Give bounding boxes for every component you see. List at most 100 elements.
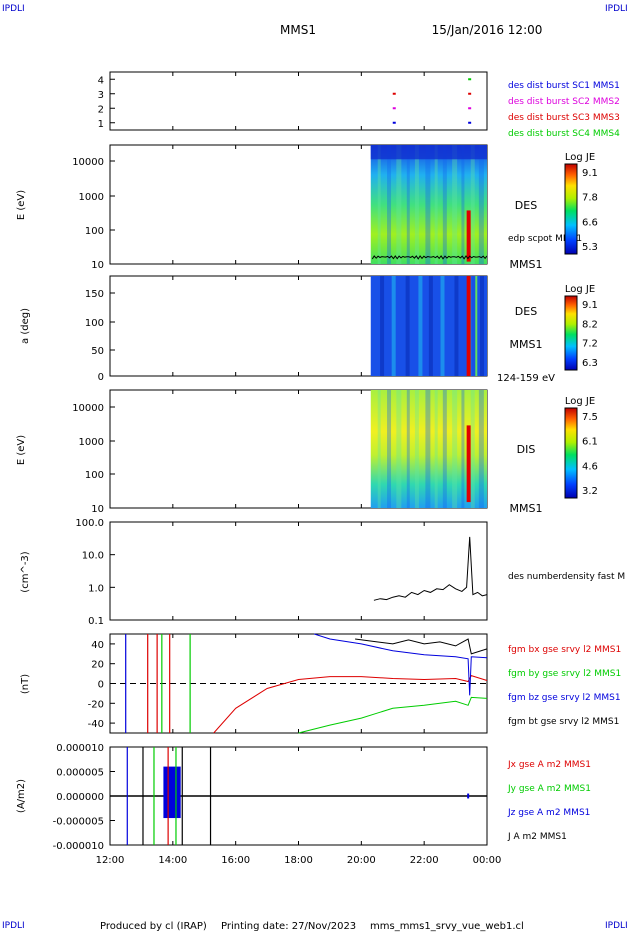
dis-energy-streak	[452, 390, 458, 508]
corner-label-bottom-left: IPDLI	[2, 921, 25, 931]
current-legend: J A m2 MMS1	[507, 832, 567, 842]
des-pitch-streak	[440, 276, 445, 376]
x-tick-label: 14:00	[158, 855, 187, 866]
dis-energy-y-tick-label: 10000	[72, 403, 104, 414]
dis-energy-colorbar-title: Log JE	[565, 396, 595, 407]
des-energy-colorbar-tick: 9.1	[582, 168, 598, 179]
des-pitch-colorbar-tick: 9.1	[582, 300, 598, 311]
mission-title: MMS1	[280, 23, 316, 37]
des-pitch-colorbar	[564, 295, 578, 371]
des-energy-streak	[377, 145, 381, 264]
dis-energy-streak	[414, 390, 419, 508]
des-energy-colorbar-tick: 6.6	[582, 217, 598, 228]
des-pitch-streak	[418, 276, 423, 376]
burst-marker	[392, 121, 396, 124]
burst-y-tick-label: 2	[98, 104, 104, 115]
dis-energy-streak	[434, 390, 438, 508]
bfield-y-tick-label: 20	[91, 660, 104, 671]
des-pitch-streak	[454, 276, 459, 376]
des-pitch-streak	[391, 276, 396, 376]
des-energy-streak	[461, 145, 465, 264]
des-energy-colorbar-tick: 7.8	[582, 193, 598, 204]
bfield-y-tick-label: -20	[88, 699, 104, 710]
burst-marker	[468, 107, 472, 110]
dis-energy-streak	[406, 390, 410, 508]
dis-energy-colorbar-tick: 3.2	[582, 486, 598, 497]
x-tick-label: 22:00	[410, 855, 439, 866]
current-y-tick-label: 0.000005	[56, 768, 104, 779]
dis-energy-colorbar-tick: 7.5	[582, 412, 598, 423]
x-tick-label: 00:00	[473, 855, 502, 866]
des-pitch-colorbar-tick: 8.2	[582, 319, 598, 330]
density-panel-frame	[109, 521, 488, 621]
burst-legend-2: des dist burst SC2 MMS2	[508, 97, 620, 107]
density-y-label: (cm^-3)	[20, 551, 31, 592]
dis-energy-streak	[396, 390, 402, 508]
dis-energy-station: MMS1	[510, 502, 543, 515]
des-energy-y-tick-label: 10	[91, 260, 104, 271]
burst-marker	[468, 92, 472, 95]
x-tick-label: 12:00	[96, 855, 125, 866]
des-energy-streak	[387, 145, 392, 264]
dis-energy-y-tick-label: 1000	[79, 437, 104, 448]
des-energy-label: DES	[515, 199, 537, 212]
des-energy-y-tick-label: 1000	[79, 192, 104, 203]
dis-energy-streak	[470, 390, 475, 508]
dis-energy-colorbar-tick: 4.6	[582, 461, 598, 472]
current-y-tick-label: 0.000000	[56, 792, 104, 803]
burst-legend-3: des dist burst SC3 MMS3	[508, 113, 620, 123]
des-energy-band	[370, 145, 487, 160]
current-activity-block	[163, 766, 181, 819]
dis-energy-streak	[442, 390, 447, 508]
density-legend: des numberdensity fast M	[508, 572, 625, 582]
density-y-tick-label: 0.1	[88, 616, 104, 627]
des-energy-colorbar	[564, 163, 578, 255]
des-pitch-y-tick-label: 50	[91, 346, 104, 357]
dis-energy-streak	[478, 390, 484, 508]
des-pitch-streak	[405, 276, 410, 376]
des-energy-y-tick-label: 100	[85, 226, 104, 237]
des-pitch-event	[466, 276, 471, 376]
des-pitch-streak	[380, 276, 385, 376]
density-y-tick-label: 100.0	[75, 518, 104, 529]
bfield-series-line	[314, 633, 488, 696]
dis-energy-y-tick-label: 10	[91, 504, 104, 515]
footer-file: mms_mms1_srvy_vue_web1.cl	[370, 921, 524, 932]
des-energy-event	[466, 210, 471, 262]
des-energy-streak	[442, 145, 447, 264]
bfield-y-tick-label: 40	[91, 640, 104, 651]
x-tick-label: 16:00	[221, 855, 250, 866]
burst-marker	[392, 92, 396, 95]
burst-marker	[468, 121, 472, 124]
corner-label-top-left: IPDLI	[2, 4, 25, 14]
bfield-series-line	[355, 638, 488, 655]
dis-energy-streak	[425, 390, 431, 508]
density-y-tick-label: 10.0	[82, 551, 104, 562]
scpot-line	[371, 255, 488, 260]
des-pitch-y-tick-label: 0	[98, 372, 104, 383]
current-legend: Jz gse A m2 MMS1	[507, 808, 590, 818]
current-y-tick-label: -0.000005	[53, 817, 104, 828]
footer-printing-date: Printing date: 27/Nov/2023	[221, 921, 356, 932]
dis-energy-label: DIS	[517, 443, 536, 456]
bfield-legend: fgm bt gse srvy l2 MMS1	[508, 717, 619, 727]
burst-legend-1: des dist burst SC1 MMS1	[508, 81, 620, 91]
current-legend: Jx gse A m2 MMS1	[507, 760, 591, 770]
des-energy-y-label: E (eV)	[16, 190, 27, 220]
bfield-y-tick-label: -40	[88, 719, 104, 730]
des-pitch-energy-range: 124-159 eV	[497, 373, 555, 384]
dis-energy-streak	[377, 390, 381, 508]
dis-energy-event	[466, 425, 471, 503]
des-energy-station: MMS1	[510, 258, 543, 271]
bfield-legend: fgm bz gse srvy l2 MMS1	[508, 693, 621, 703]
des-energy-streak	[452, 145, 458, 264]
dis-energy-y-tick-label: 100	[85, 470, 104, 481]
bfield-series-line	[298, 696, 488, 734]
dis-energy-colorbar-tick: 6.1	[582, 437, 598, 448]
bfield-legend: fgm bx gse srvy l2 MMS1	[508, 645, 621, 655]
current-y-label: (A/m2)	[16, 779, 27, 813]
dis-energy-streak	[461, 390, 465, 508]
burst-y-tick-label: 4	[98, 75, 104, 86]
dis-energy-y-label: E (eV)	[16, 435, 27, 465]
